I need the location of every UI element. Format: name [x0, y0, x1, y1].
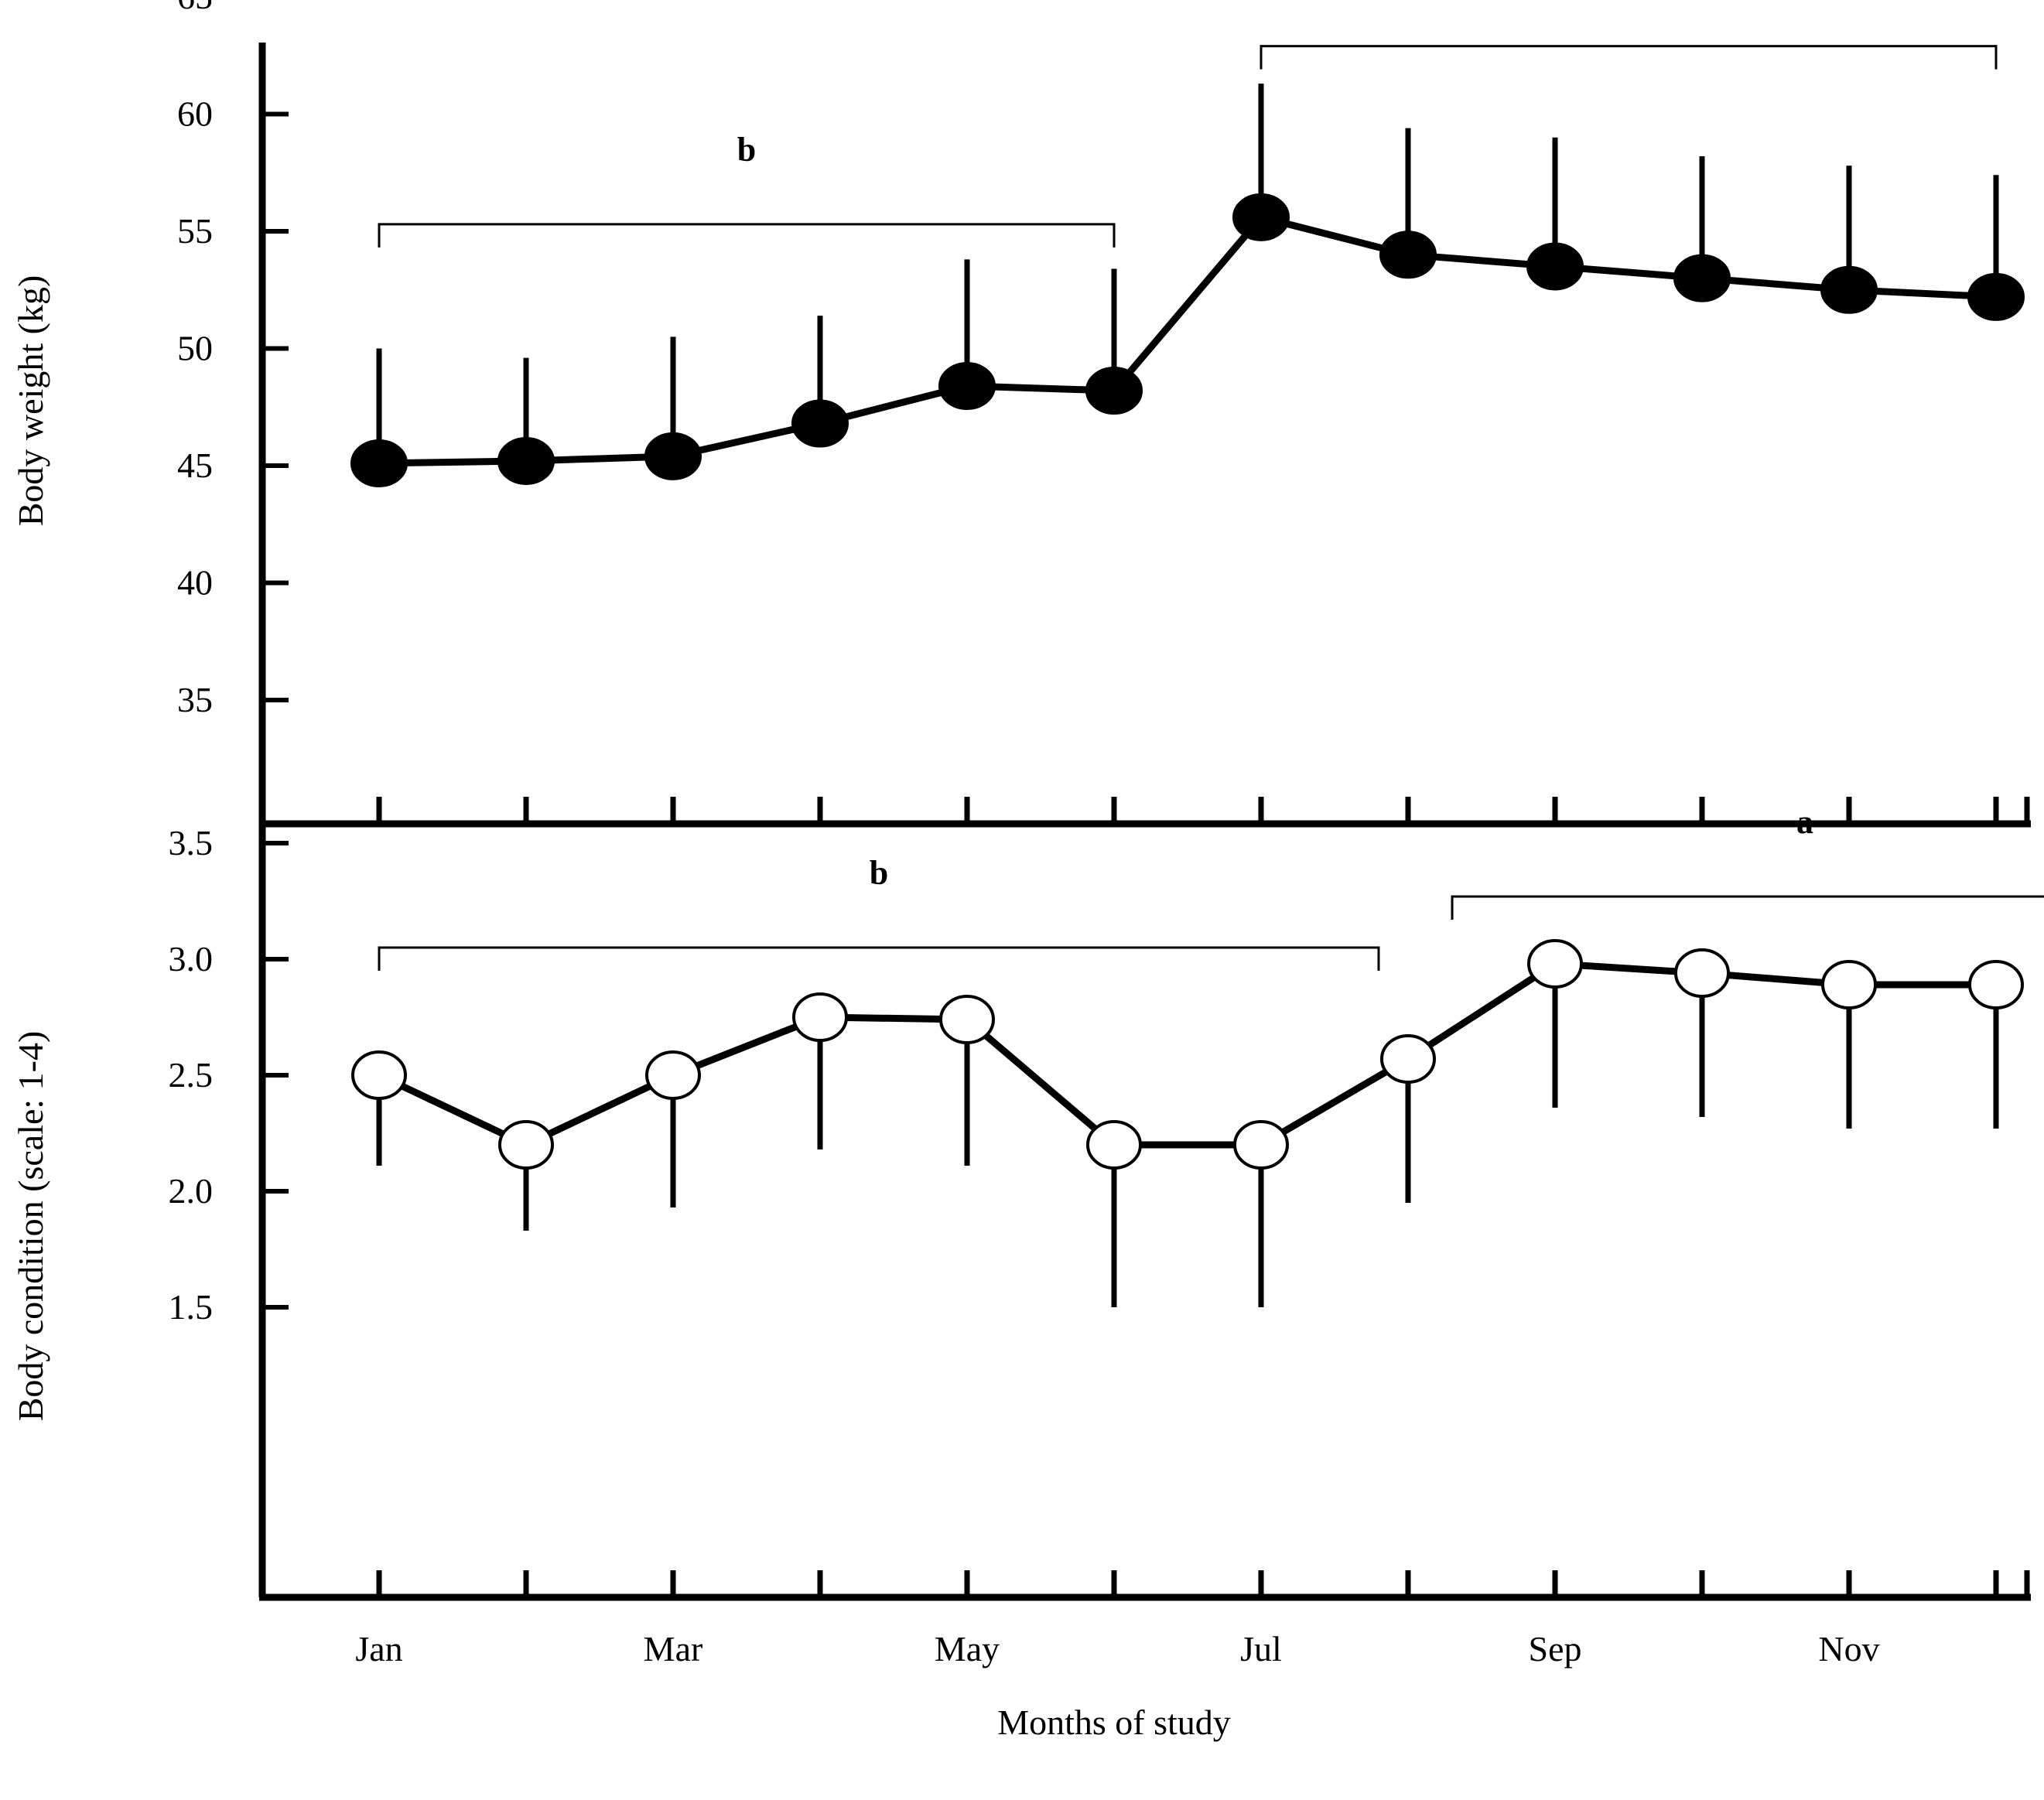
data-point: [792, 992, 848, 1042]
y-tick-label: 50: [177, 329, 213, 368]
data-point: [1820, 265, 1878, 314]
data-point: [1232, 193, 1290, 241]
data-point: [1380, 1034, 1436, 1084]
data-point: [1526, 242, 1584, 291]
y-tick-label: 2.0: [169, 1171, 214, 1211]
data-point: [1967, 272, 2025, 321]
data-point: [1821, 960, 1877, 1009]
top-y-axis-title: Body weight (kg): [11, 275, 50, 527]
y-tick-label: 2.5: [169, 1055, 214, 1095]
data-point: [1674, 948, 1730, 998]
x-tick-label: Jan: [355, 1629, 402, 1669]
y-tick-label: 35: [177, 680, 213, 719]
data-point: [350, 439, 408, 487]
data-point: [938, 361, 996, 410]
x-tick-label: Nov: [1818, 1629, 1879, 1669]
data-point: [1086, 1120, 1142, 1170]
bottom-y-axis-title: Body condition (scale: 1-4): [11, 1031, 50, 1422]
y-tick-label: 3.0: [169, 939, 214, 979]
data-point: [497, 436, 555, 485]
data-point: [351, 1050, 407, 1100]
y-tick-label: 45: [177, 446, 213, 485]
significance-bracket: [1260, 45, 1998, 70]
y-tick-label: 40: [177, 563, 213, 603]
data-point: [644, 432, 702, 480]
data-point: [1233, 1120, 1289, 1170]
data-point: [791, 399, 849, 448]
y-tick-label: 55: [177, 211, 213, 251]
data-point: [939, 995, 995, 1044]
series-line: [378, 213, 1997, 467]
data-point: [1968, 960, 2024, 1009]
bottom-y-axis: 1.5 2.0 2.5 3.0 3.5: [169, 823, 289, 1327]
data-point: [1527, 939, 1583, 989]
top-y-axis: 35 40 45 50 55 60 65: [177, 0, 289, 719]
x-axis-title: Months of study: [997, 1703, 1231, 1742]
significance-bracket: [378, 223, 1116, 248]
significance-letter: b: [870, 854, 888, 892]
data-point: [498, 1120, 554, 1170]
x-tick-label: Sep: [1529, 1629, 1582, 1669]
x-tick-label: May: [935, 1629, 1000, 1669]
data-point: [1379, 231, 1437, 279]
significance-bracket: [378, 946, 1380, 971]
y-tick-label: 60: [177, 94, 213, 134]
y-tick-label: 1.5: [169, 1287, 214, 1327]
significance-letter: a: [1796, 803, 1813, 841]
series-line: [378, 960, 1996, 1149]
data-point: [645, 1050, 701, 1100]
x-axis-ticks: Jan Mar May Jul Sep Nov: [355, 797, 1999, 1669]
data-point: [1673, 254, 1731, 302]
y-tick-label: 3.5: [169, 823, 214, 862]
data-point: [1085, 367, 1143, 415]
y-tick-label: 65: [177, 0, 213, 16]
body-weight-plot: ba: [350, 45, 2025, 487]
x-tick-label: Jul: [1240, 1629, 1282, 1669]
x-tick-label: Mar: [644, 1629, 703, 1669]
significance-letter: b: [737, 131, 756, 169]
body-condition-plot: ba: [351, 803, 2044, 1307]
significance-bracket: [1451, 895, 2044, 920]
